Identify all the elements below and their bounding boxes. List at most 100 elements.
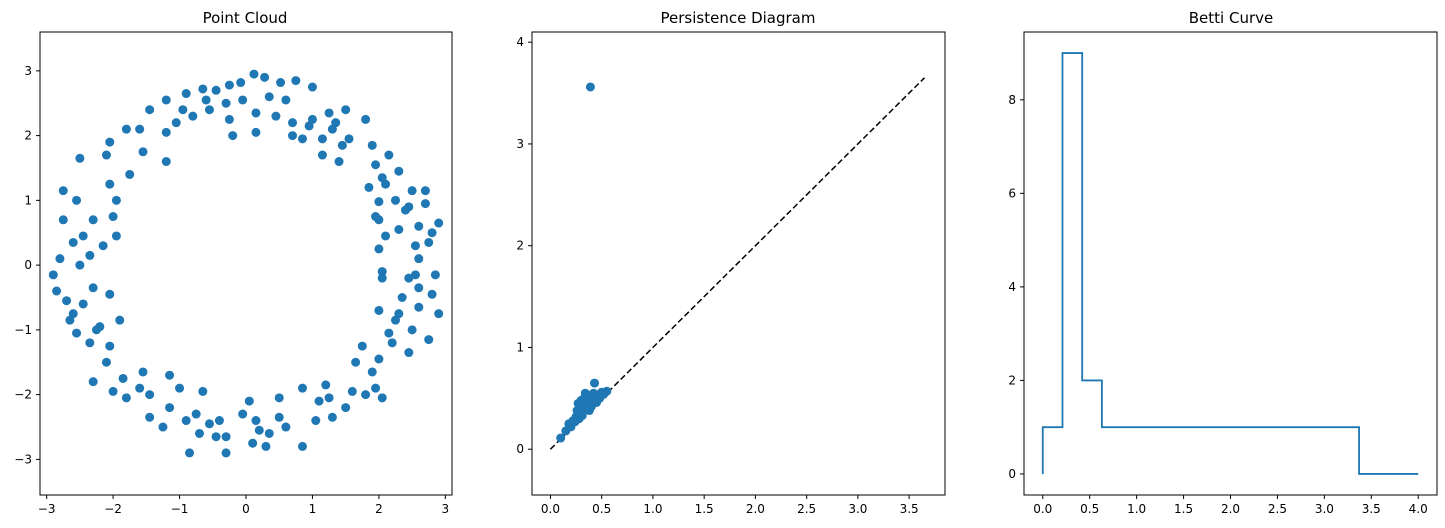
data-point [420,199,430,209]
persistence-diagram-ytick-label: 0 [516,442,524,456]
data-point [291,76,301,86]
data-point [397,292,407,302]
data-point [414,283,424,293]
data-point [78,299,88,309]
data-point [105,179,115,189]
data-point [75,153,85,163]
data-point [317,150,327,160]
data-point [580,388,590,398]
data-point [374,354,384,364]
data-point [224,114,234,124]
data-point [311,416,321,426]
data-point [407,325,417,335]
point-cloud-ytick-label: −3 [14,452,32,466]
data-point [361,390,371,400]
persistence-diagram-xtick-label: 1.0 [643,502,662,516]
data-point [414,221,424,231]
data-point [238,409,248,419]
betti-curve-xtick-label: 0.5 [1080,502,1099,516]
data-point [297,441,307,451]
betti-curve-panel: Betti Curve 0.0 0.5 1.0 1.5 2.0 2.5 3.0 3.5 4.00… [1008,9,1438,516]
data-point [68,309,78,319]
data-point [377,173,387,183]
data-point [135,383,145,393]
data-point [274,393,284,403]
data-point [238,95,248,105]
data-point [105,137,115,147]
data-point [297,134,307,144]
data-point [427,289,437,299]
data-point [394,166,404,176]
data-point [224,80,234,90]
data-point [145,105,155,115]
data-point [276,78,286,88]
persistence-diagram-ytick-label: 1 [516,340,524,354]
data-point [121,393,131,403]
data-point [175,383,185,393]
data-point [384,150,394,160]
data-point [249,69,259,79]
data-point [347,386,357,396]
data-point [158,422,168,432]
persistence-diagram-xtick-label: 3.0 [848,502,867,516]
data-point [324,393,334,403]
data-point [307,82,317,92]
data-point [188,111,198,121]
data-point [85,250,95,260]
data-point [248,438,258,448]
data-point [371,383,381,393]
data-point [414,254,424,264]
data-point [251,127,261,137]
data-point [367,367,377,377]
data-point [434,218,444,228]
betti-curve-xtick-label: 0.0 [1033,502,1052,516]
data-point [105,341,115,351]
data-point [58,215,68,225]
point-cloud-title: Point Cloud [203,9,288,27]
data-point [121,124,131,134]
data-point [101,357,111,367]
persistence-diagram-xtick-label: 0.5 [592,502,611,516]
data-point [194,428,204,438]
point-cloud-ticks: −3 −2 −1 0 1 2 3 −3 −2 −1 0 1 2 3 [14,64,449,516]
data-point [161,157,171,167]
data-point [145,412,155,422]
data-point [599,389,609,399]
betti-curve-xtick-label: 2.0 [1221,502,1240,516]
data-point [68,237,78,247]
data-point [261,441,271,451]
persistence-diagram-panel: Persistence Diagram 0.0 0.5 1.0 1.5 2.0 2.5 3.… [516,9,946,516]
point-cloud-xtick-label: 1 [309,502,317,516]
betti-curve-ytick-label: 8 [1008,93,1016,107]
data-point [101,150,111,160]
diagonal-line [549,77,926,450]
data-point [374,244,384,254]
point-cloud-xtick-label: −2 [104,502,122,516]
data-point [570,417,580,427]
persistence-diagram-points [549,77,926,450]
data-point [108,212,118,222]
data-point [361,114,371,124]
data-point [394,309,404,319]
data-point [374,197,384,207]
persistence-diagram-xtick-label: 2.0 [746,502,765,516]
point-cloud-points [48,69,444,458]
data-point [331,118,341,128]
betti-curve-xtick-label: 2.5 [1268,502,1287,516]
point-cloud-ytick-label: −2 [14,388,32,402]
data-point [324,108,334,118]
data-point [211,432,221,442]
betti-curve-ytick-label: 2 [1008,373,1016,387]
data-point [400,205,410,215]
data-point [72,195,82,205]
data-point [211,85,221,95]
data-point [198,84,208,94]
data-point [111,195,121,205]
data-point [430,270,440,280]
data-point [577,411,587,421]
data-point [334,157,344,167]
data-point [138,367,148,377]
persistence-diagram-ticks: 0.0 0.5 1.0 1.5 2.0 2.5 3.0 3.5 0 1 2 3 4 [516,35,918,516]
data-point [374,305,384,315]
